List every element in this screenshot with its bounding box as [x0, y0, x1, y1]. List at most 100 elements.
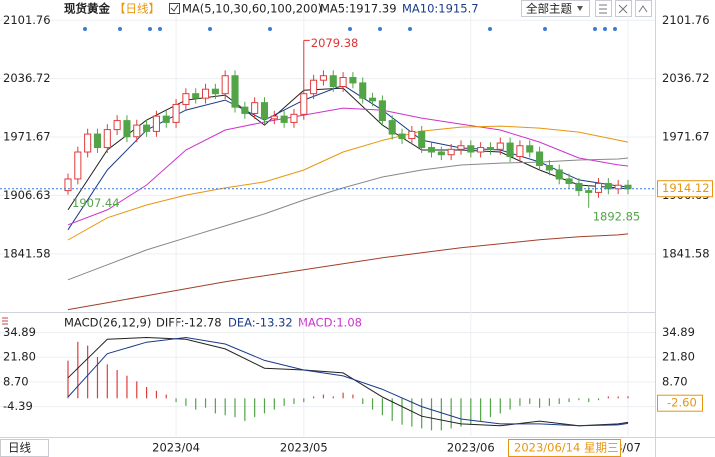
y-tick-label: 2101.76	[3, 13, 51, 27]
candle-body	[359, 82, 367, 99]
candle-body	[152, 115, 160, 132]
candle-body	[280, 115, 288, 123]
ma-toggle[interactable]	[169, 3, 180, 14]
candle-body	[310, 79, 318, 95]
y-tick-label: 34.89	[662, 325, 695, 339]
macd-readout: MACD:1.08	[298, 316, 362, 330]
y-tick-label: 8.70	[3, 374, 29, 388]
macd-icon[interactable]	[2, 317, 8, 325]
candle-body	[290, 113, 298, 123]
event-dot[interactable]	[543, 27, 547, 31]
candle-body	[201, 88, 210, 99]
candle-body	[604, 182, 612, 190]
event-dot[interactable]	[488, 27, 492, 31]
indicator-line	[67, 336, 629, 427]
candle-body	[231, 75, 239, 108]
event-dot[interactable]	[208, 27, 212, 31]
y-tick-label: 2101.76	[662, 13, 710, 27]
candle-body	[477, 147, 485, 153]
theme-button-label: 全部主题	[526, 2, 572, 16]
candle-body	[624, 184, 632, 190]
candle-body	[319, 75, 327, 81]
candle-body	[260, 102, 269, 120]
candle-body	[418, 130, 426, 149]
candle-body	[467, 145, 475, 153]
y-tick-label: 34.89	[3, 325, 36, 339]
crosshair-label: 2023/06/14 星期三	[514, 441, 618, 455]
event-dot[interactable]	[158, 27, 162, 31]
dropdown-arrow	[577, 6, 583, 11]
candle-body	[486, 147, 495, 150]
candle-body	[378, 100, 386, 122]
last-price-box	[657, 180, 713, 198]
event-dot[interactable]	[593, 27, 597, 31]
candle-body	[369, 97, 377, 102]
candle-body	[457, 145, 465, 150]
low-annotation: 1892.85	[593, 209, 641, 223]
y-tick-label: 1906.63	[3, 188, 51, 202]
candle-body	[270, 115, 278, 120]
y-tick-label: 8.70	[662, 374, 688, 388]
candle-body	[133, 124, 141, 138]
candle-body	[113, 120, 121, 131]
ma-readout: MA5:1917.39	[320, 2, 397, 16]
candle-body	[143, 124, 151, 132]
tool-button[interactable]	[635, 0, 652, 17]
chart-title: 现货黄金	[64, 2, 110, 16]
indicator-line	[67, 125, 629, 241]
y-tick-label: 21.80	[662, 350, 695, 364]
macd-marker-label: -2.60	[667, 396, 697, 410]
y-tick-label: 2036.72	[3, 71, 51, 85]
indicator-label: MA(5,10,30,60,100,200)	[182, 2, 322, 16]
x-tick-label: 2023/06	[447, 441, 495, 455]
y-tick-label: 2036.72	[662, 71, 710, 85]
tool-icon	[599, 4, 648, 14]
candle-body	[64, 178, 72, 192]
event-dot[interactable]	[148, 27, 152, 31]
indicator-line	[67, 336, 629, 427]
macd-marker-box	[657, 394, 703, 412]
candle-body	[74, 151, 82, 180]
candle-body	[526, 145, 534, 153]
candle-body	[103, 129, 111, 149]
period-button-label: 日线	[8, 441, 31, 455]
event-dot[interactable]	[83, 27, 87, 31]
candle-body	[545, 164, 553, 171]
candle-body	[398, 133, 406, 140]
candle-body	[506, 142, 514, 158]
candle-body	[300, 93, 308, 115]
candle-body	[614, 184, 622, 190]
event-dot[interactable]	[408, 27, 412, 31]
candle-body	[162, 115, 170, 123]
event-dot[interactable]	[348, 27, 352, 31]
candle-body	[437, 151, 445, 156]
candle-body	[182, 93, 190, 105]
event-dot[interactable]	[268, 27, 272, 31]
candle-body	[536, 151, 544, 166]
candle-body	[349, 77, 357, 84]
event-dot[interactable]	[603, 27, 607, 31]
candle-body	[84, 133, 92, 153]
theme-button[interactable]	[521, 0, 590, 17]
candle-body	[447, 148, 455, 156]
candle-body	[241, 106, 249, 114]
candle-body	[565, 178, 573, 184]
candle-body	[93, 133, 102, 149]
event-dot[interactable]	[613, 27, 617, 31]
plot: 1841.581841.581906.631906.631971.671971.…	[0, 12, 713, 455]
candle-body	[339, 77, 347, 87]
event-dot[interactable]	[118, 27, 122, 31]
candle-body	[123, 120, 131, 138]
event-dot[interactable]	[378, 27, 382, 31]
y-tick-label: -4.39	[3, 399, 33, 413]
candle-body	[211, 88, 219, 95]
y-tick-label: 21.80	[3, 350, 36, 364]
candle-body	[172, 103, 180, 123]
y-tick-label: 1841.58	[3, 246, 51, 260]
candle-body	[594, 182, 603, 193]
y-tick-label: 1841.58	[662, 246, 710, 260]
candle-body	[329, 75, 337, 87]
x-tick-label: 3/07	[615, 441, 641, 455]
period-label[interactable]: 【日线】	[114, 2, 160, 16]
